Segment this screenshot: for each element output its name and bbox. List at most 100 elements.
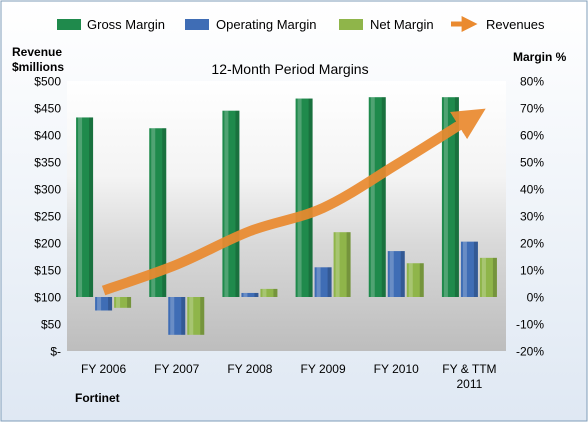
x-tick-label: FY 2009 — [301, 362, 346, 376]
revenue-line — [101, 108, 486, 296]
revenue-series — [101, 108, 486, 296]
bar-operating-margin-body — [168, 297, 186, 335]
bar-highlight — [389, 251, 394, 297]
right-tick-label: 50% — [520, 156, 544, 170]
legend-swatch-operating-margin — [185, 19, 209, 30]
left-tick-label: $100 — [34, 291, 61, 305]
left-tick-label: $400 — [34, 129, 61, 143]
bar-net-margin-body — [479, 257, 497, 297]
right-tick-label: 70% — [520, 102, 544, 116]
bar-shade — [400, 251, 405, 297]
legend-item-operating-margin: Operating Margin — [185, 17, 316, 32]
x-tick-label: FY & TTM — [442, 362, 496, 376]
bar-highlight — [462, 241, 467, 297]
bar-shade — [346, 232, 351, 297]
bar-shade — [492, 257, 497, 297]
bar-net-margin — [333, 232, 351, 297]
right-axis-ticks: -20% -10% 0% 10% 20% 30% 40% 50% 60% 70% 80% — [516, 75, 544, 359]
bar-gross-margin-body — [222, 110, 240, 297]
right-tick-label: 80% — [520, 75, 544, 89]
company-label: Fortinet — [75, 391, 120, 405]
legend-label-net-margin: Net Margin — [370, 17, 434, 32]
bar-net-margin — [187, 297, 205, 335]
bar-highlight — [316, 267, 321, 297]
bar-highlight — [335, 232, 340, 297]
legend-label-gross-margin: Gross Margin — [87, 17, 165, 32]
bar-shade — [89, 117, 94, 297]
bar-net-margin — [260, 288, 278, 297]
legend-label-revenues: Revenues — [486, 17, 545, 32]
bar-operating-margin — [387, 251, 405, 297]
bar-shade — [381, 97, 386, 297]
bar-shade — [308, 98, 313, 297]
legend-swatch-gross-margin — [57, 19, 81, 30]
legend-item-revenues: Revenues — [451, 15, 545, 33]
bar-operating-margin — [241, 292, 259, 297]
bar-operating-margin — [460, 241, 478, 297]
bar-gross-margin-body — [441, 97, 459, 297]
left-axis-title-line-2: $millions — [12, 60, 64, 74]
left-tick-label: $250 — [34, 210, 61, 224]
x-tick-label: FY 2008 — [227, 362, 272, 376]
left-tick-label: $150 — [34, 264, 61, 278]
bar-net-margin-body — [114, 297, 132, 308]
bar-net-margin — [114, 297, 132, 308]
bar-shade — [327, 267, 332, 297]
left-tick-label: $300 — [34, 183, 61, 197]
bar-gross-margin — [295, 98, 313, 297]
right-tick-label: 0% — [527, 291, 545, 305]
bar-highlight — [370, 97, 375, 297]
right-tick-label: -20% — [516, 345, 544, 359]
bar-shade — [473, 241, 478, 297]
left-tick-label: $500 — [34, 75, 61, 89]
bar-gross-margin — [441, 97, 459, 297]
bar-highlight — [116, 297, 121, 308]
bar-gross-margin-body — [368, 97, 386, 297]
bar-net-margin-body — [260, 288, 278, 297]
left-tick-label: $50 — [41, 318, 61, 332]
bar-net-margin-body — [187, 297, 205, 335]
legend: Gross Margin Operating Margin Net Margin… — [57, 15, 545, 33]
bar-operating-margin-body — [387, 251, 405, 297]
left-tick-label: $450 — [34, 102, 61, 116]
bar-shade — [127, 297, 132, 308]
bar-highlight — [189, 297, 194, 335]
bar-shade — [200, 297, 205, 335]
bar-shade — [273, 288, 278, 297]
chart-title: 12-Month Period Margins — [211, 61, 368, 77]
bar-highlight — [151, 128, 156, 297]
bar-operating-margin — [314, 267, 332, 297]
x-tick-label: FY 2010 — [374, 362, 419, 376]
left-tick-label: $- — [50, 345, 61, 359]
bar-shade — [162, 128, 167, 297]
x-tick-label-line-2: 2011 — [457, 377, 483, 391]
bar-gross-margin-body — [295, 98, 313, 297]
bar-shade — [419, 263, 424, 297]
bar-gross-margin — [222, 110, 240, 297]
bar-gross-margin-body — [76, 117, 94, 297]
x-tick-label: FY 2007 — [154, 362, 199, 376]
legend-swatch-net-margin — [339, 19, 363, 30]
right-tick-label: 20% — [520, 237, 544, 251]
bar-operating-margin-body — [241, 292, 259, 297]
bar-highlight — [297, 98, 302, 297]
bar-operating-margin-body — [95, 297, 113, 311]
bar-highlight — [243, 292, 248, 297]
left-tick-label: $200 — [34, 237, 61, 251]
bar-highlight — [262, 288, 267, 297]
left-axis-ticks: $- $50 $100 $150 $200 $250 $300 $350 $400 $450 $50… — [34, 75, 61, 359]
right-tick-label: 40% — [520, 183, 544, 197]
bar-gross-margin — [368, 97, 386, 297]
bar-highlight — [443, 97, 448, 297]
bar-shade — [181, 297, 186, 335]
bar-gross-margin-body — [149, 128, 167, 297]
bar-shade — [254, 292, 259, 297]
right-tick-label: -10% — [516, 318, 544, 332]
bar-net-margin-body — [406, 263, 424, 297]
bar-net-margin — [479, 257, 497, 297]
bar-highlight — [481, 257, 486, 297]
bar-highlight — [97, 297, 102, 311]
bar-series — [76, 97, 497, 335]
legend-label-operating-margin: Operating Margin — [216, 17, 316, 32]
